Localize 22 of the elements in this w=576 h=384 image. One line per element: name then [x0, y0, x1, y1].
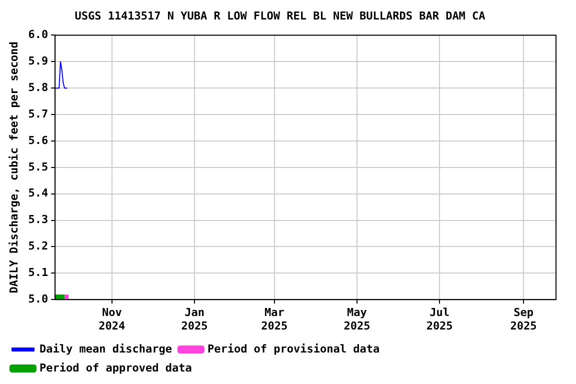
x-tick-label: Sep 2025: [510, 306, 537, 332]
x-tick-label: Jul 2025: [426, 306, 453, 332]
y-tick-label: 5.1: [28, 266, 48, 280]
y-tick-label: 5.0: [28, 292, 48, 306]
y-axis-title: DAILY Discharge, cubic feet per second: [7, 42, 20, 294]
y-tick-label: 5.4: [28, 186, 48, 200]
y-tick-label: 5.9: [28, 54, 48, 68]
y-tick-label: 6.0: [28, 28, 48, 42]
y-tick-label: 5.3: [28, 213, 48, 226]
x-tick-label: Jan 2025: [181, 306, 208, 332]
y-tick-label: 5.8: [28, 80, 48, 94]
x-tick-label: Mar 2025: [261, 306, 288, 332]
legend-label: Period of provisional data: [207, 342, 380, 356]
y-tick-label: 5.2: [28, 240, 48, 253]
x-tick-label: Nov 2024: [98, 306, 126, 332]
y-tick-label: 5.6: [28, 134, 48, 147]
chart-title: USGS 11413517 N YUBA R LOW FLOW REL BL NEW BULLARDS BAR DAM CA: [74, 9, 486, 22]
y-tick-label: 5.5: [28, 160, 48, 174]
legend-label: Period of approved data: [40, 361, 192, 374]
y-tick-label: 5.7: [28, 107, 48, 120]
legend-label: Daily mean discharge: [40, 342, 172, 356]
x-tick-label: May 2025: [344, 306, 370, 332]
